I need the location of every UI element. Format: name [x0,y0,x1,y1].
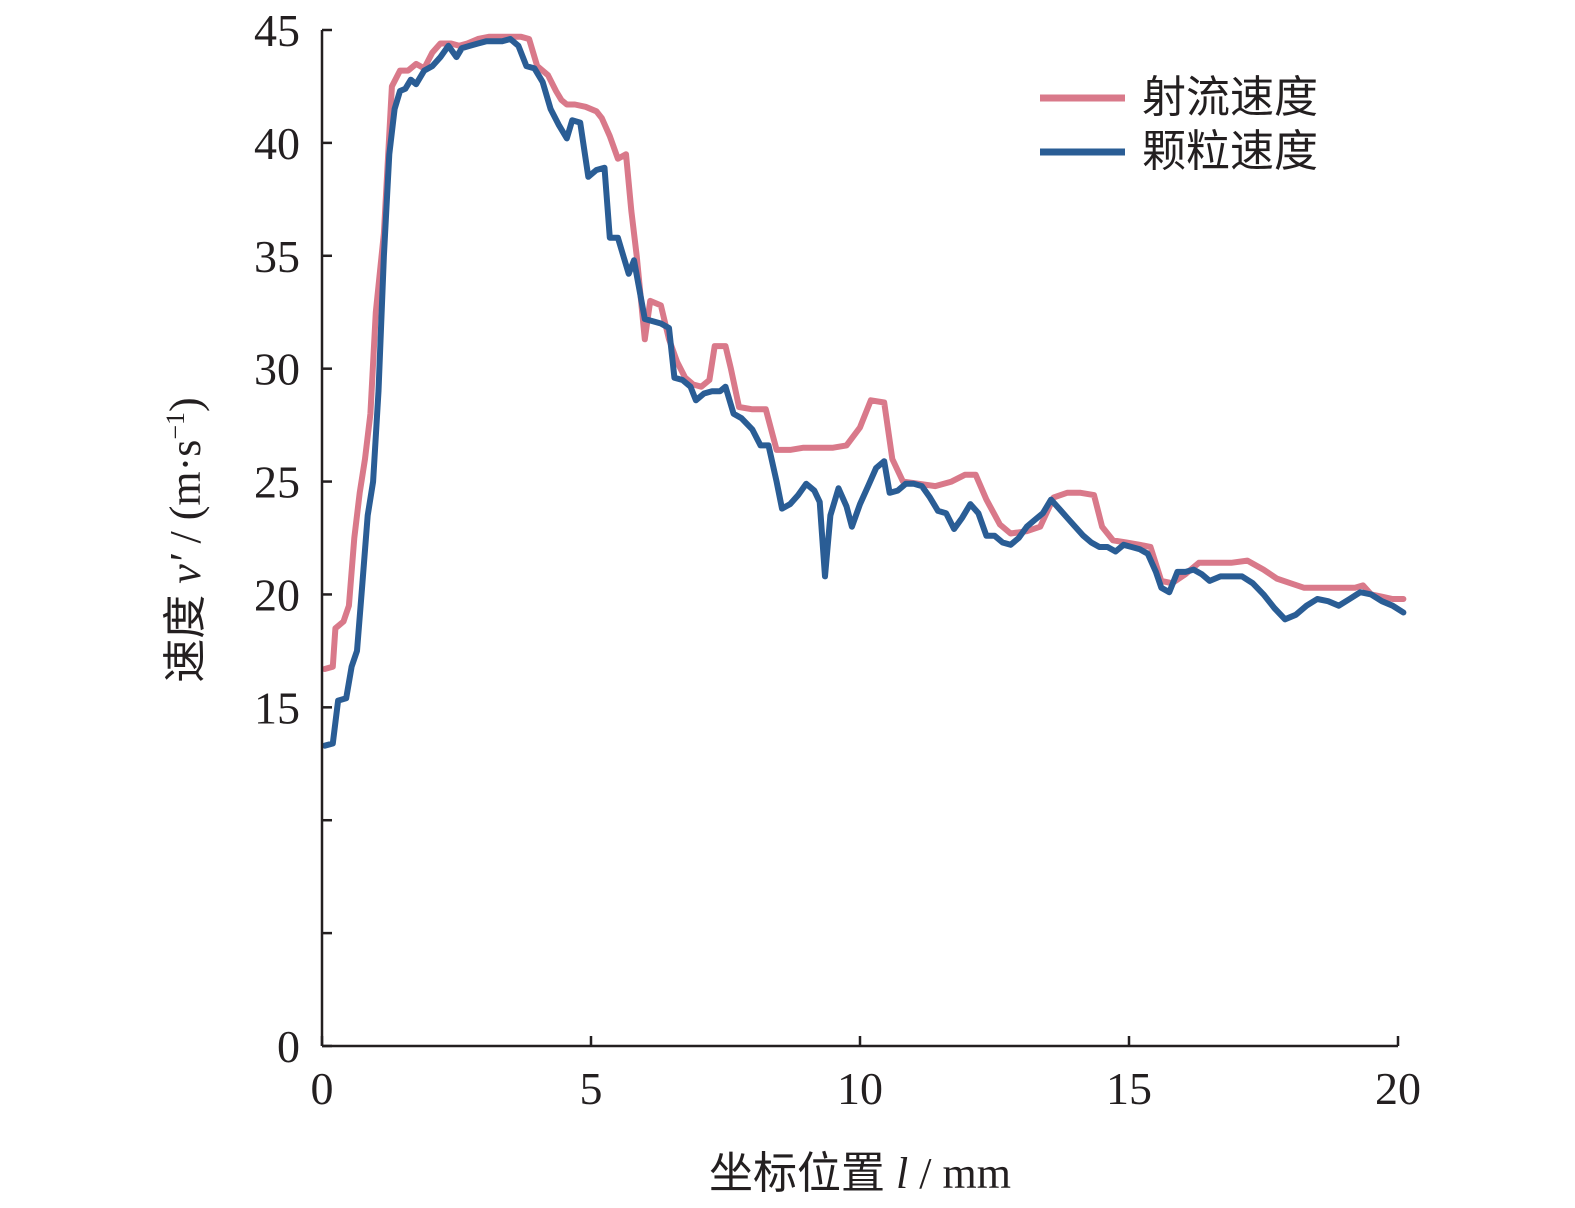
x-tick-label: 0 [311,1063,334,1114]
x-axis-title: 坐标位置 l / mm [709,1149,1011,1198]
y-axis-title-prefix: 速度 [161,584,210,683]
y-axis-title-sup: −1 [161,412,190,440]
y-tick-label: 15 [254,682,300,733]
y-tick-label: 20 [254,569,300,620]
y-axis-title-var: v′ [161,553,210,584]
series-line-jet-velocity [321,33,1407,672]
legend: 射流速度 颗粒速度 [1040,73,1318,176]
x-tick-label: 10 [837,1063,883,1114]
x-tick-label: 5 [580,1063,603,1114]
y-axis-title-close: ) [161,397,210,412]
x-tick-label: 20 [1375,1063,1421,1114]
x-axis-title-prefix: 坐标位置 [709,1149,896,1198]
x-axis-title-var: l [896,1149,908,1198]
y-tick-label: 0 [277,1021,300,1072]
axes-layer [320,30,1398,1048]
x-tick-label: 15 [1106,1063,1152,1114]
y-tick-label: 45 [254,5,300,56]
series-layer [321,33,1407,749]
series-line-particle-velocity [321,36,1407,749]
y-tick-label: 40 [254,118,300,169]
y-tick-label: 30 [254,344,300,395]
y-tick-label: 25 [254,457,300,508]
y-axis-title-suffix: / (m·s [161,440,210,555]
ticks-layer: 0 5 10 15 20 0 15 20 25 30 35 40 45 [254,5,1421,1114]
y-tick-label: 35 [254,231,300,282]
y-axis-title: 速度 v′ / (m·s−1) [161,397,210,682]
x-axis-title-suffix: / mm [908,1149,1011,1198]
legend-label-jet: 射流速度 [1142,73,1318,122]
legend-label-particle: 颗粒速度 [1142,127,1318,176]
